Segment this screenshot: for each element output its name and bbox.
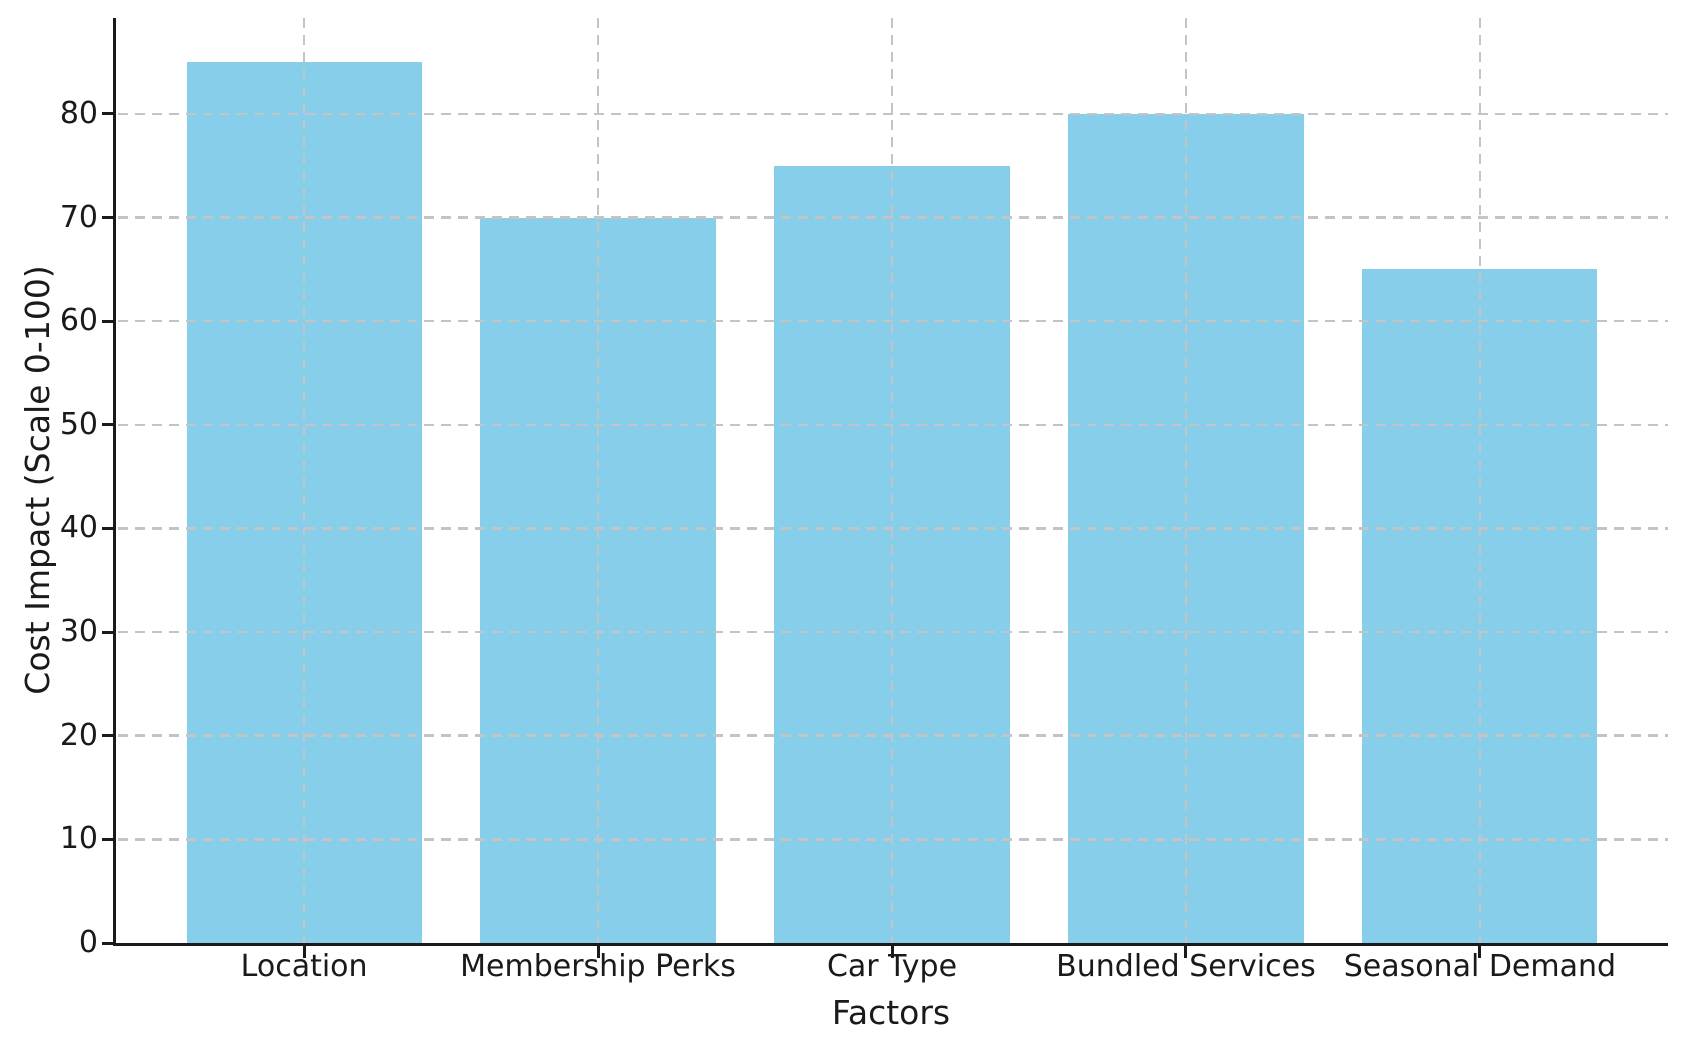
y-tick-mark: [102, 941, 116, 945]
x-tick-mark: [1478, 945, 1482, 958]
y-tick-mark: [102, 423, 116, 427]
y-tick-mark: [102, 526, 116, 530]
x-axis-title: Factors: [831, 993, 951, 1032]
x-tick-mark: [890, 945, 894, 958]
y-tick-mark: [102, 837, 116, 841]
x-tick-label: Seasonal Demand: [1343, 949, 1617, 984]
y-tick-mark: [102, 630, 116, 634]
y-axis-spine: [113, 18, 116, 946]
x-tick-label: Car Type: [826, 949, 958, 984]
y-tick-mark: [102, 216, 116, 219]
y-tick-mark: [102, 112, 116, 116]
y-tick-label: 0: [78, 925, 98, 960]
x-tick-label: Bundled Services: [1056, 949, 1316, 984]
y-tick-label: 80: [59, 95, 98, 131]
y-tick-mark: [102, 319, 116, 323]
y-tick-label: 20: [59, 717, 98, 753]
gridline-x-1: [302, 18, 306, 943]
y-tick-mark: [102, 734, 116, 738]
x-axis-spine: [113, 943, 1668, 946]
y-tick-label: 30: [59, 614, 98, 650]
gridline-x-2: [596, 18, 600, 943]
gridline-x-3: [890, 18, 894, 943]
gridline-x-4: [1184, 18, 1188, 943]
y-tick-label: 10: [59, 821, 98, 857]
y-tick-label: 70: [59, 199, 98, 235]
x-tick-mark: [1184, 945, 1188, 958]
x-tick-mark: [302, 945, 306, 958]
x-tick-label: Location: [240, 949, 368, 984]
y-tick-label: 40: [59, 510, 98, 546]
x-tick-label: Membership Perks: [460, 949, 736, 984]
gridline-x-5: [1478, 18, 1482, 943]
y-tick-label: 50: [59, 406, 98, 442]
y-tick-label: 60: [59, 303, 98, 339]
x-tick-mark: [596, 945, 600, 958]
